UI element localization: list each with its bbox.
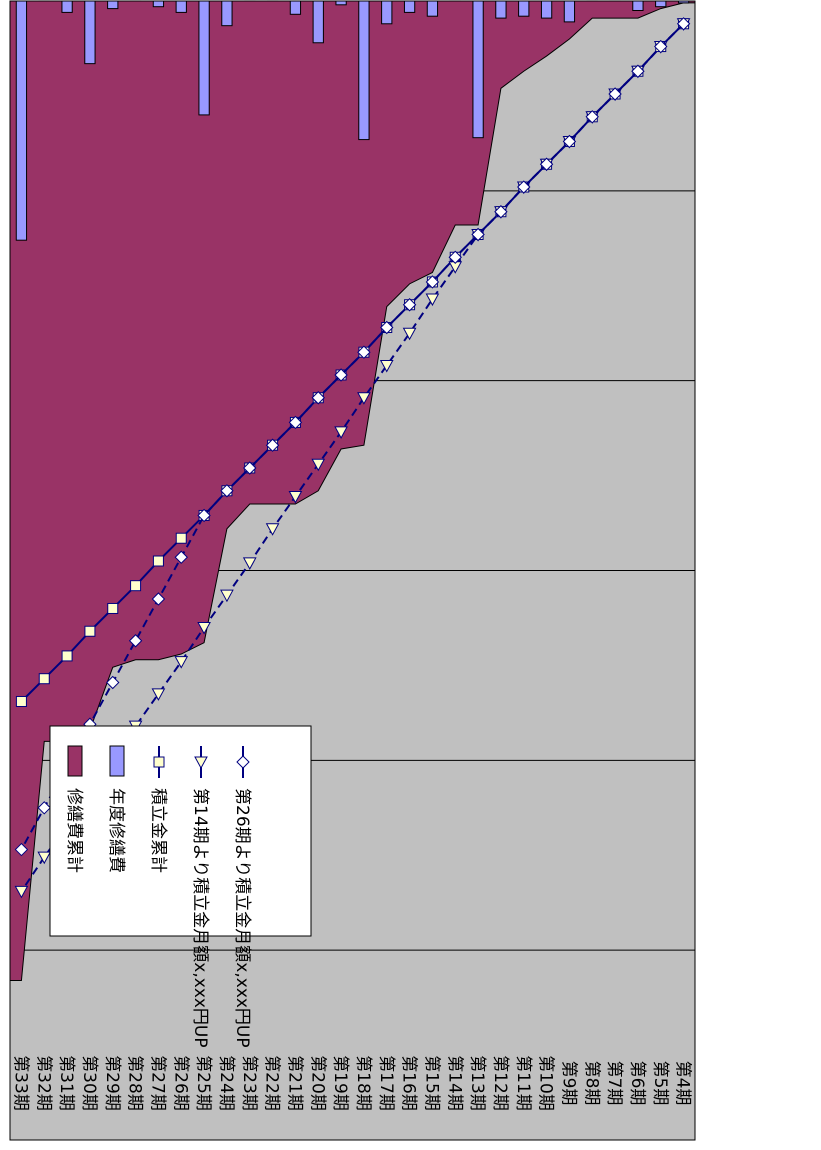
category-label: 第14期 (444, 1055, 464, 1111)
category-label: 第11期 (513, 1055, 533, 1111)
category-label: 第22期 (262, 1055, 282, 1111)
category-label: 第24期 (216, 1055, 236, 1111)
category-label: 第13期 (467, 1055, 487, 1111)
yearly-repair-bar (656, 1, 666, 7)
category-label: 第4期 (673, 1061, 693, 1106)
yearly-repair-bar (199, 1, 209, 115)
legend-label: 第26期より積立金月額x,xxx円UP (232, 788, 252, 1048)
category-label: 第18期 (353, 1055, 373, 1111)
legend (50, 726, 311, 936)
yearly-repair-bar (313, 1, 323, 43)
yearly-repair-bar (16, 1, 26, 240)
legend-label: 修繕費累計 (64, 788, 84, 873)
yearly-repair-bar (564, 1, 574, 22)
category-label: 第25期 (193, 1055, 213, 1111)
series-1-point (131, 581, 141, 591)
yearly-repair-bar (404, 1, 414, 12)
legend-entry: 第26期より積立金月額x,xxx円UP (232, 746, 252, 1048)
yearly-repair-bar (85, 1, 95, 64)
yearly-repair-bar (633, 1, 643, 10)
category-label: 第17期 (376, 1055, 396, 1111)
yearly-repair-bar (473, 1, 483, 138)
category-label: 第28期 (125, 1055, 145, 1111)
yearly-repair-bar (382, 1, 392, 24)
legend-label: 年度修繕費 (106, 788, 126, 873)
yearly-repair-bar (427, 1, 437, 16)
category-label: 第16期 (399, 1055, 419, 1111)
category-label: 第30期 (79, 1055, 99, 1111)
legend-swatch (68, 746, 82, 776)
category-label: 第7期 (604, 1061, 624, 1106)
yearly-repair-bar (222, 1, 232, 26)
category-label: 第20期 (307, 1055, 327, 1111)
category-label: 第32期 (33, 1055, 53, 1111)
category-label: 第23期 (239, 1055, 259, 1111)
yearly-repair-bar (176, 1, 186, 12)
series-1-point (153, 556, 163, 566)
category-label: 第12期 (490, 1055, 510, 1111)
yearly-repair-bar (336, 1, 346, 5)
category-label: 第26期 (170, 1055, 190, 1111)
category-label: 第29期 (102, 1055, 122, 1111)
category-label: 第19期 (330, 1055, 350, 1111)
series-1-point (39, 674, 49, 684)
series-1-point (176, 533, 186, 543)
legend-label: 第14期より積立金月額x,xxx円UP (190, 788, 210, 1048)
category-label: 第9期 (558, 1061, 578, 1106)
yearly-repair-bar (359, 1, 369, 140)
category-label: 第10期 (536, 1055, 556, 1111)
legend-entry: 第14期より積立金月額x,xxx円UP (190, 746, 210, 1048)
yearly-repair-bar (153, 1, 163, 7)
category-label: 第27期 (147, 1055, 167, 1111)
legend-marker (154, 757, 164, 767)
category-label: 第6期 (627, 1061, 647, 1106)
series-1-point (85, 626, 95, 636)
category-label: 第33期 (10, 1055, 30, 1111)
legend-swatch (110, 746, 124, 776)
series-1-point (16, 696, 26, 706)
yearly-repair-bar (496, 1, 506, 18)
yearly-repair-bar (519, 1, 529, 16)
category-label: 第21期 (284, 1055, 304, 1111)
category-label: 第15期 (421, 1055, 441, 1111)
legend-label: 積立金累計 (148, 788, 168, 873)
series-1-point (62, 651, 72, 661)
yearly-repair-bar (62, 1, 72, 12)
yearly-repair-bar (108, 1, 118, 9)
yearly-repair-bar (541, 1, 551, 18)
series-1-point (108, 603, 118, 613)
category-label: 第5期 (650, 1061, 670, 1106)
yearly-repair-bar (290, 1, 300, 14)
category-label: 第8期 (581, 1061, 601, 1106)
category-label: 第31期 (56, 1055, 76, 1111)
